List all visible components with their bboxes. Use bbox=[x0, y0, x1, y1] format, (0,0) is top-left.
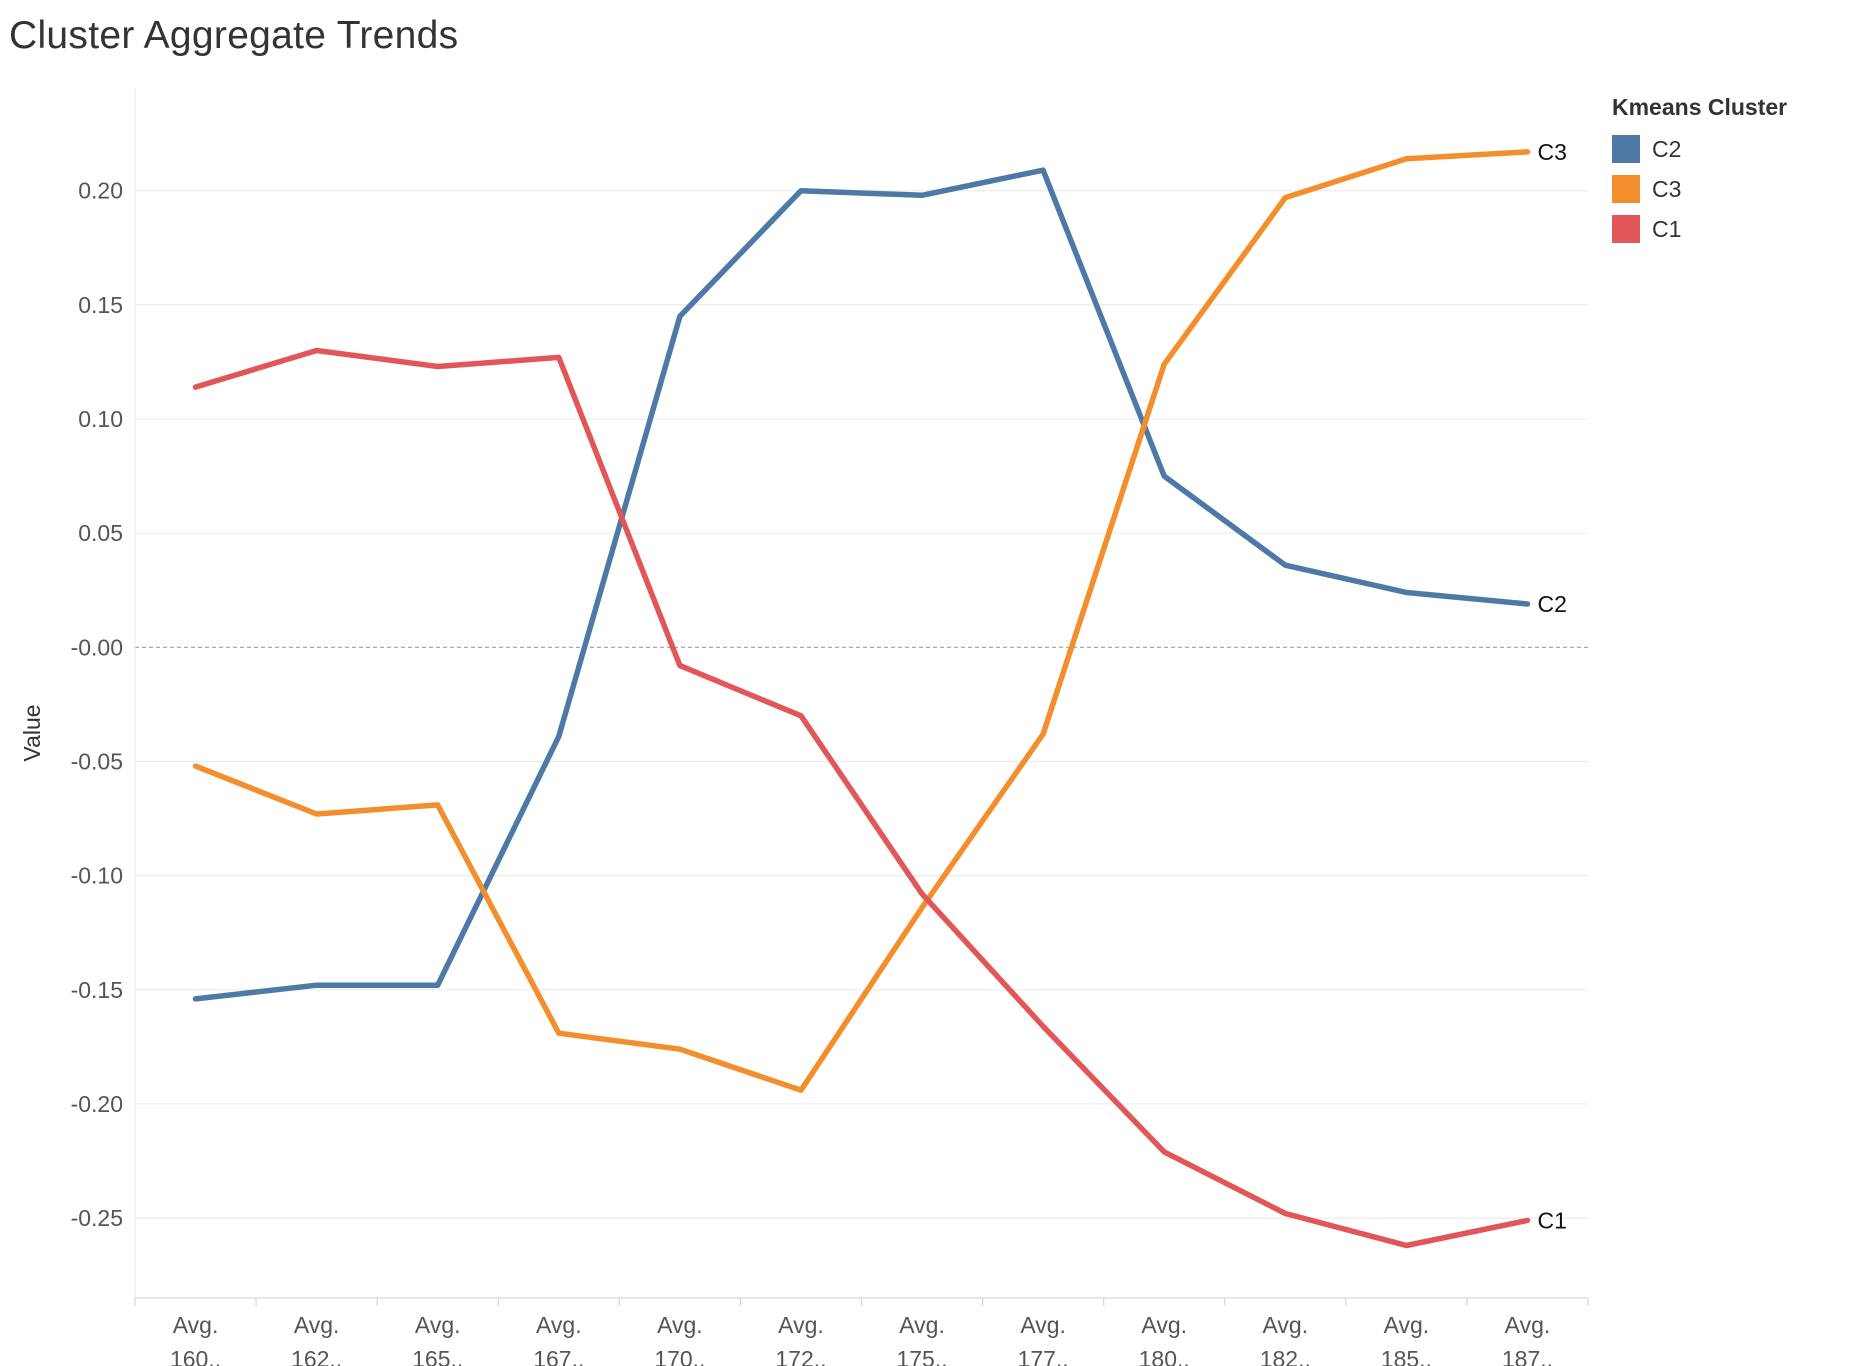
x-tick-label: Avg. 170.. bbox=[654, 1312, 705, 1366]
y-tick-label: -0.15 bbox=[71, 977, 123, 1003]
x-tick-label: Avg. 180.. bbox=[1139, 1312, 1190, 1366]
legend-swatch bbox=[1612, 215, 1640, 243]
y-tick-label: 0.05 bbox=[78, 520, 123, 546]
x-tick-label: Avg. 165.. bbox=[412, 1312, 463, 1366]
x-tick-label: Avg. 172.. bbox=[775, 1312, 826, 1366]
series-line-c2 bbox=[192, 167, 1531, 1002]
y-tick-label: -0.20 bbox=[71, 1091, 123, 1117]
axes: 0.20 0.15 0.10 0.05 -0.00 -0.05 -0.10 -0.15 -0.2… bbox=[71, 88, 1589, 1366]
x-tick-label: Avg. 162.. bbox=[291, 1312, 342, 1366]
series-line-c1 bbox=[192, 347, 1531, 1249]
y-tick-label: 0.10 bbox=[78, 406, 123, 432]
x-tick-label: Avg. 185.. bbox=[1381, 1312, 1432, 1366]
legend-title: Kmeans Cluster bbox=[1612, 94, 1788, 120]
grid-lines bbox=[135, 190, 1588, 1219]
legend-label: C3 bbox=[1652, 175, 1682, 202]
series-lines bbox=[192, 149, 1531, 1249]
y-tick-label: -0.25 bbox=[71, 1205, 123, 1231]
end-label-c3: C3 bbox=[1537, 139, 1566, 165]
legend-label: C1 bbox=[1652, 215, 1682, 242]
legend-items: C2 C3 C1 bbox=[1612, 129, 1787, 249]
x-tick-label: Avg. 187.. bbox=[1502, 1312, 1553, 1366]
legend: Kmeans Cluster C2 C3 C1 bbox=[1612, 94, 1787, 249]
x-tick-label: Avg. 175.. bbox=[896, 1312, 947, 1366]
legend-swatch bbox=[1612, 175, 1640, 203]
y-tick-label: -0.10 bbox=[71, 863, 123, 889]
legend-item-c1[interactable]: C1 bbox=[1612, 209, 1787, 249]
y-tick-label: 0.15 bbox=[78, 292, 123, 318]
chart-title: Cluster Aggregate Trends bbox=[9, 14, 459, 57]
y-tick-label: -0.00 bbox=[71, 634, 123, 660]
legend-item-c2[interactable]: C2 bbox=[1612, 129, 1787, 169]
end-labels: C2 C3 C1 bbox=[1537, 139, 1566, 1233]
y-axis-title: Value bbox=[19, 704, 45, 761]
legend-label: C2 bbox=[1652, 135, 1682, 162]
x-tick-label: Avg. 160.. bbox=[170, 1312, 221, 1366]
legend-swatch bbox=[1612, 135, 1640, 163]
end-label-c1: C1 bbox=[1537, 1207, 1566, 1233]
x-tick-label: Avg. 177.. bbox=[1018, 1312, 1069, 1366]
end-label-c2: C2 bbox=[1537, 591, 1566, 617]
y-tick-label: -0.05 bbox=[71, 748, 123, 774]
legend-item-c3[interactable]: C3 bbox=[1612, 169, 1787, 209]
y-tick-label: 0.20 bbox=[78, 178, 123, 204]
x-tick-label: Avg. 182.. bbox=[1260, 1312, 1311, 1366]
series-line-c3 bbox=[192, 149, 1531, 1093]
x-tick-label: Avg. 167.. bbox=[533, 1312, 584, 1366]
